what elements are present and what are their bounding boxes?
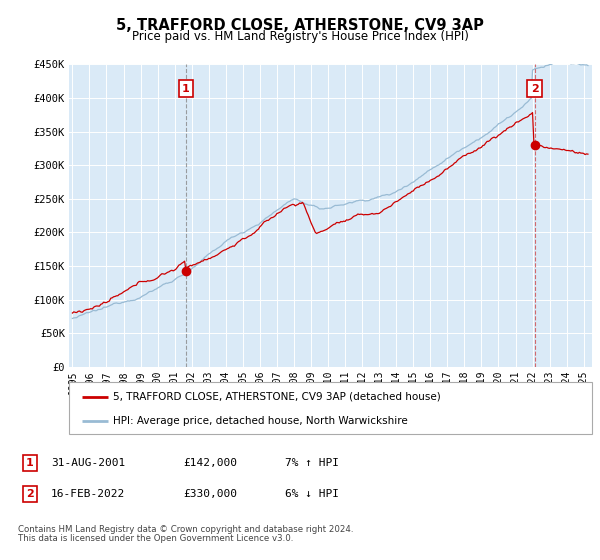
Text: This data is licensed under the Open Government Licence v3.0.: This data is licensed under the Open Gov… bbox=[18, 534, 293, 543]
Text: 6% ↓ HPI: 6% ↓ HPI bbox=[285, 489, 339, 499]
Text: 7% ↑ HPI: 7% ↑ HPI bbox=[285, 458, 339, 468]
Text: £142,000: £142,000 bbox=[183, 458, 237, 468]
Text: 1: 1 bbox=[26, 458, 34, 468]
Text: 5, TRAFFORD CLOSE, ATHERSTONE, CV9 3AP (detached house): 5, TRAFFORD CLOSE, ATHERSTONE, CV9 3AP (… bbox=[113, 392, 441, 402]
Text: HPI: Average price, detached house, North Warwickshire: HPI: Average price, detached house, Nort… bbox=[113, 416, 408, 426]
Text: 5, TRAFFORD CLOSE, ATHERSTONE, CV9 3AP: 5, TRAFFORD CLOSE, ATHERSTONE, CV9 3AP bbox=[116, 18, 484, 32]
Text: 31-AUG-2001: 31-AUG-2001 bbox=[51, 458, 125, 468]
Text: £330,000: £330,000 bbox=[183, 489, 237, 499]
FancyBboxPatch shape bbox=[69, 382, 592, 434]
Text: Price paid vs. HM Land Registry's House Price Index (HPI): Price paid vs. HM Land Registry's House … bbox=[131, 30, 469, 43]
Text: 16-FEB-2022: 16-FEB-2022 bbox=[51, 489, 125, 499]
Text: Contains HM Land Registry data © Crown copyright and database right 2024.: Contains HM Land Registry data © Crown c… bbox=[18, 525, 353, 534]
Text: 1: 1 bbox=[182, 83, 190, 94]
Text: 2: 2 bbox=[531, 83, 539, 94]
Text: 2: 2 bbox=[26, 489, 34, 499]
